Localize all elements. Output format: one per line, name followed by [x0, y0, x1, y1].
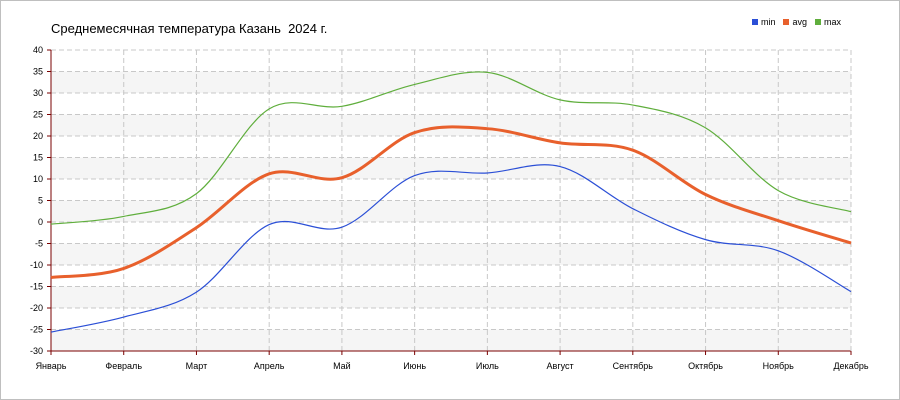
y-tick-label: -10	[30, 260, 43, 270]
grid-band	[51, 243, 851, 265]
legend: min avg max	[751, 17, 841, 27]
y-tick-label: 30	[33, 88, 43, 98]
x-tick-label: Май	[333, 361, 351, 371]
x-tick-label: Июль	[476, 361, 499, 371]
x-tick-label: Февраль	[105, 361, 142, 371]
y-tick-label: 35	[33, 67, 43, 77]
y-tick-label: 40	[33, 45, 43, 55]
grid-band	[51, 329, 851, 351]
grid-band	[51, 200, 851, 222]
grid-band	[51, 286, 851, 308]
x-tick-label: Декабрь	[833, 361, 868, 371]
x-tick-label: Ноябрь	[763, 361, 795, 371]
grid-band	[51, 71, 851, 93]
y-tick-label: -20	[30, 303, 43, 313]
y-tick-label: 20	[33, 131, 43, 141]
y-tick-label: 15	[33, 153, 43, 163]
y-tick-label: -25	[30, 325, 43, 335]
x-tick-label: Март	[186, 361, 208, 371]
y-tick-label: -5	[35, 239, 43, 249]
legend-swatch-max	[814, 19, 821, 25]
y-tick-label: 0	[38, 217, 43, 227]
grid-band	[51, 114, 851, 136]
y-tick-label: -15	[30, 282, 43, 292]
y-tick-label: 5	[38, 196, 43, 206]
x-tick-label: Январь	[36, 361, 67, 371]
x-tick-label: Сентябрь	[613, 361, 654, 371]
series-line-min	[50, 164, 852, 333]
legend-item-avg: avg	[783, 17, 807, 27]
legend-label-avg: avg	[792, 17, 807, 27]
x-tick-label: Июнь	[403, 361, 426, 371]
series-line-max	[50, 71, 852, 225]
x-tick-label: Октябрь	[688, 361, 723, 371]
x-tick-label: Август	[547, 361, 574, 371]
legend-swatch-avg	[783, 19, 790, 25]
chart-title: Среднемесячная температура Казань 2024 г…	[51, 21, 328, 36]
grid-band	[51, 157, 851, 179]
y-tick-label: 10	[33, 174, 43, 184]
legend-label-min: min	[760, 17, 776, 27]
legend-label-max: max	[823, 17, 841, 27]
y-tick-label: -30	[30, 346, 43, 356]
legend-item-max: max	[814, 17, 841, 27]
y-tick-label: 25	[33, 110, 43, 120]
series-line-avg	[50, 125, 852, 279]
x-tick-label: Апрель	[254, 361, 285, 371]
legend-item-min: min	[751, 17, 776, 27]
legend-swatch-min	[751, 19, 758, 25]
